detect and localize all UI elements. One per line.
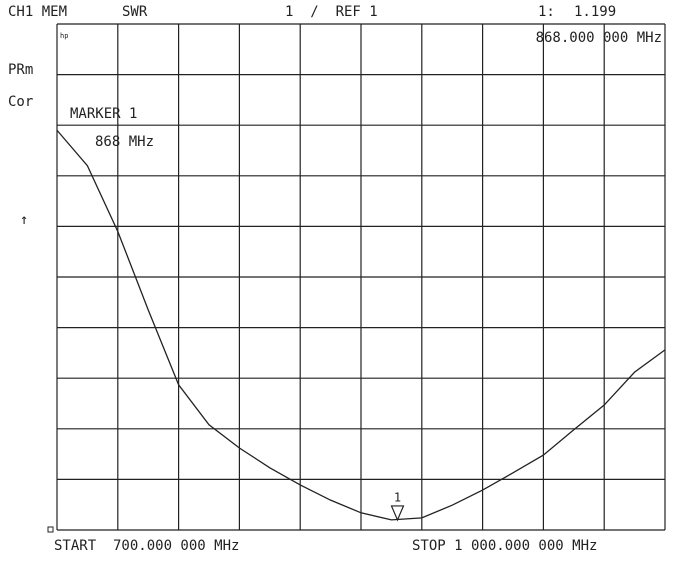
status: Cor	[8, 94, 33, 110]
marker	[390, 505, 405, 522]
format: SWR	[122, 4, 148, 20]
marker-frequency: 868.000 000 MHz	[536, 30, 662, 46]
start-label: START 700.000 000 MHz	[54, 538, 239, 554]
channel: CH1 MEM	[8, 4, 67, 20]
marker-readout-name: 1:	[538, 4, 555, 20]
marker-box-frequency: 868 MHz	[95, 134, 154, 150]
trace	[56, 129, 666, 521]
stop-label: STOP 1 000.000 000 MHz	[412, 538, 597, 554]
marker-box-title: MARKER 1	[70, 106, 137, 122]
ref-position-marker	[47, 526, 54, 533]
status: PRm	[8, 62, 33, 78]
marker-readout-value: 1.199	[574, 4, 616, 20]
marker-label: 1	[394, 490, 401, 504]
scale-label: 1 / REF 1	[285, 4, 378, 20]
logo: hp	[60, 32, 68, 40]
ref-arrow: ↑	[20, 212, 28, 228]
